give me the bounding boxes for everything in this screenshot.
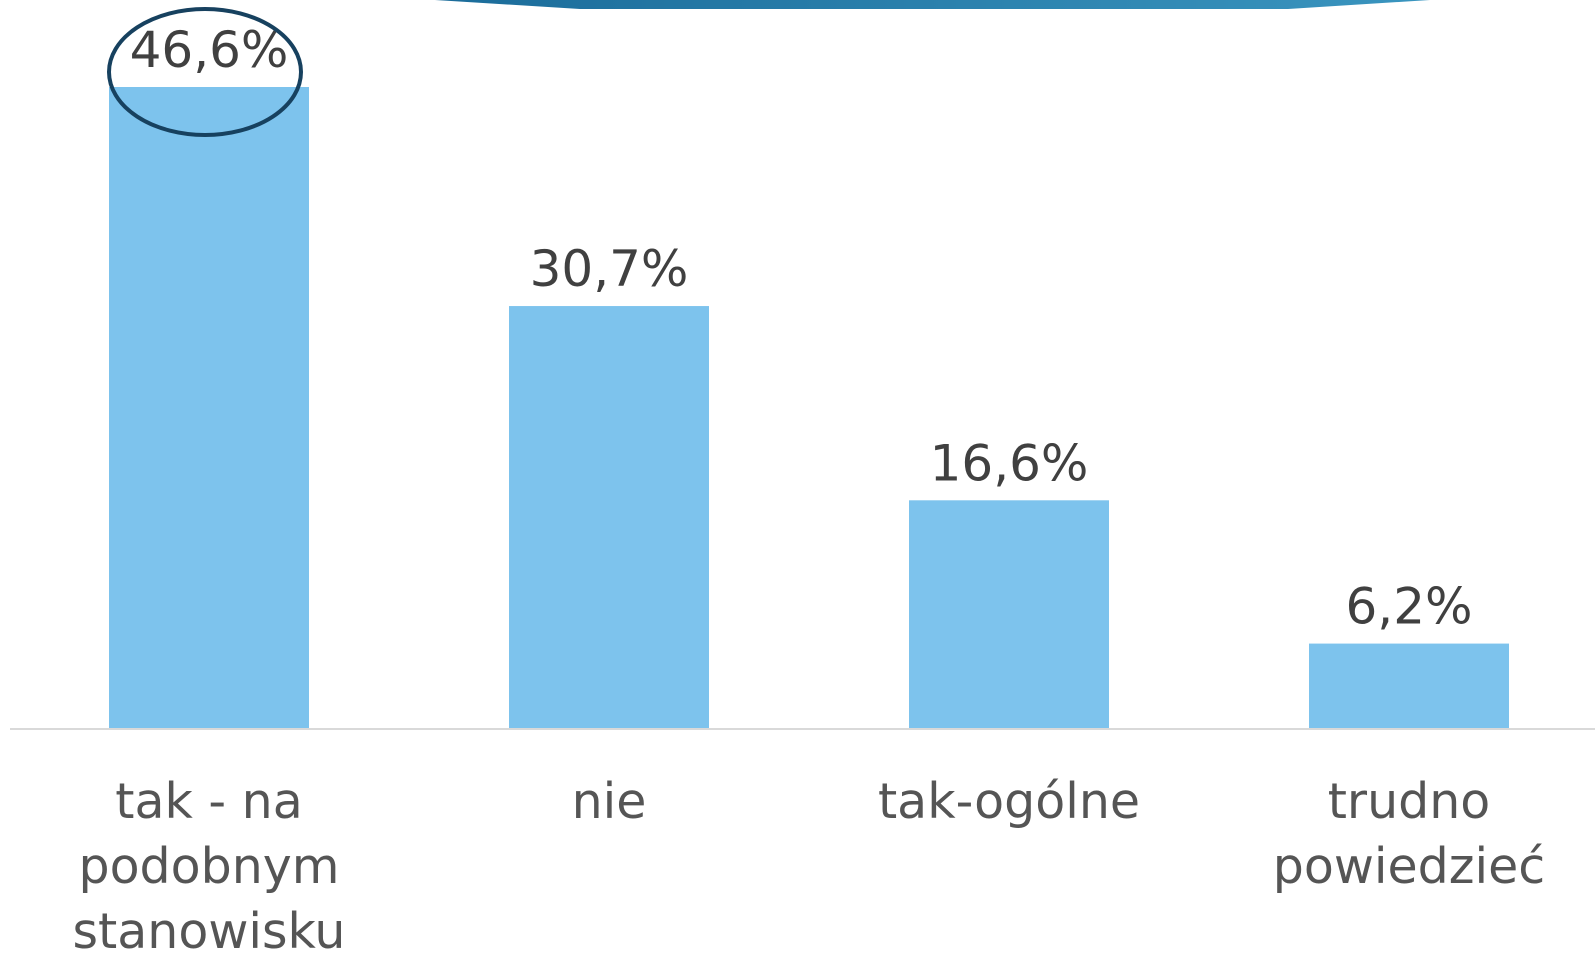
bar-1 [109,87,309,729]
highlight-ellipse [107,7,303,137]
category-label-line: trudno [1328,773,1491,830]
category-label-1: tak - na podobnym stanowisku [73,773,346,954]
header-banner-decoration [435,0,1430,9]
value-label-2: 30,7% [530,240,689,298]
category-label-4: trudno powiedzieć [1273,773,1545,895]
category-label-line: tak - na [115,773,303,830]
category-label-2: nie [572,773,647,830]
category-label-line: stanowisku [73,903,346,954]
highlight-group [107,7,303,137]
value-label-4: 6,2% [1345,578,1472,636]
bar-4 [1309,643,1509,729]
bar-2 [509,306,709,729]
category-labels-group: tak - na podobnym stanowisku nie tak-ogólne t… [73,773,1546,954]
category-label-3: tak-ogólne [878,773,1140,830]
value-label-1: 46,6% [130,21,289,79]
category-label-line: podobnym [78,838,339,895]
value-labels-group: 46,6% 30,7% 16,6% 6,2% [130,21,1473,636]
value-label-3: 16,6% [930,434,1089,492]
bars-group [109,87,1509,729]
category-label-line: tak-ogólne [878,773,1140,830]
bar-3 [909,500,1109,729]
category-label-line: nie [572,773,647,830]
category-label-line: powiedzieć [1273,838,1545,895]
